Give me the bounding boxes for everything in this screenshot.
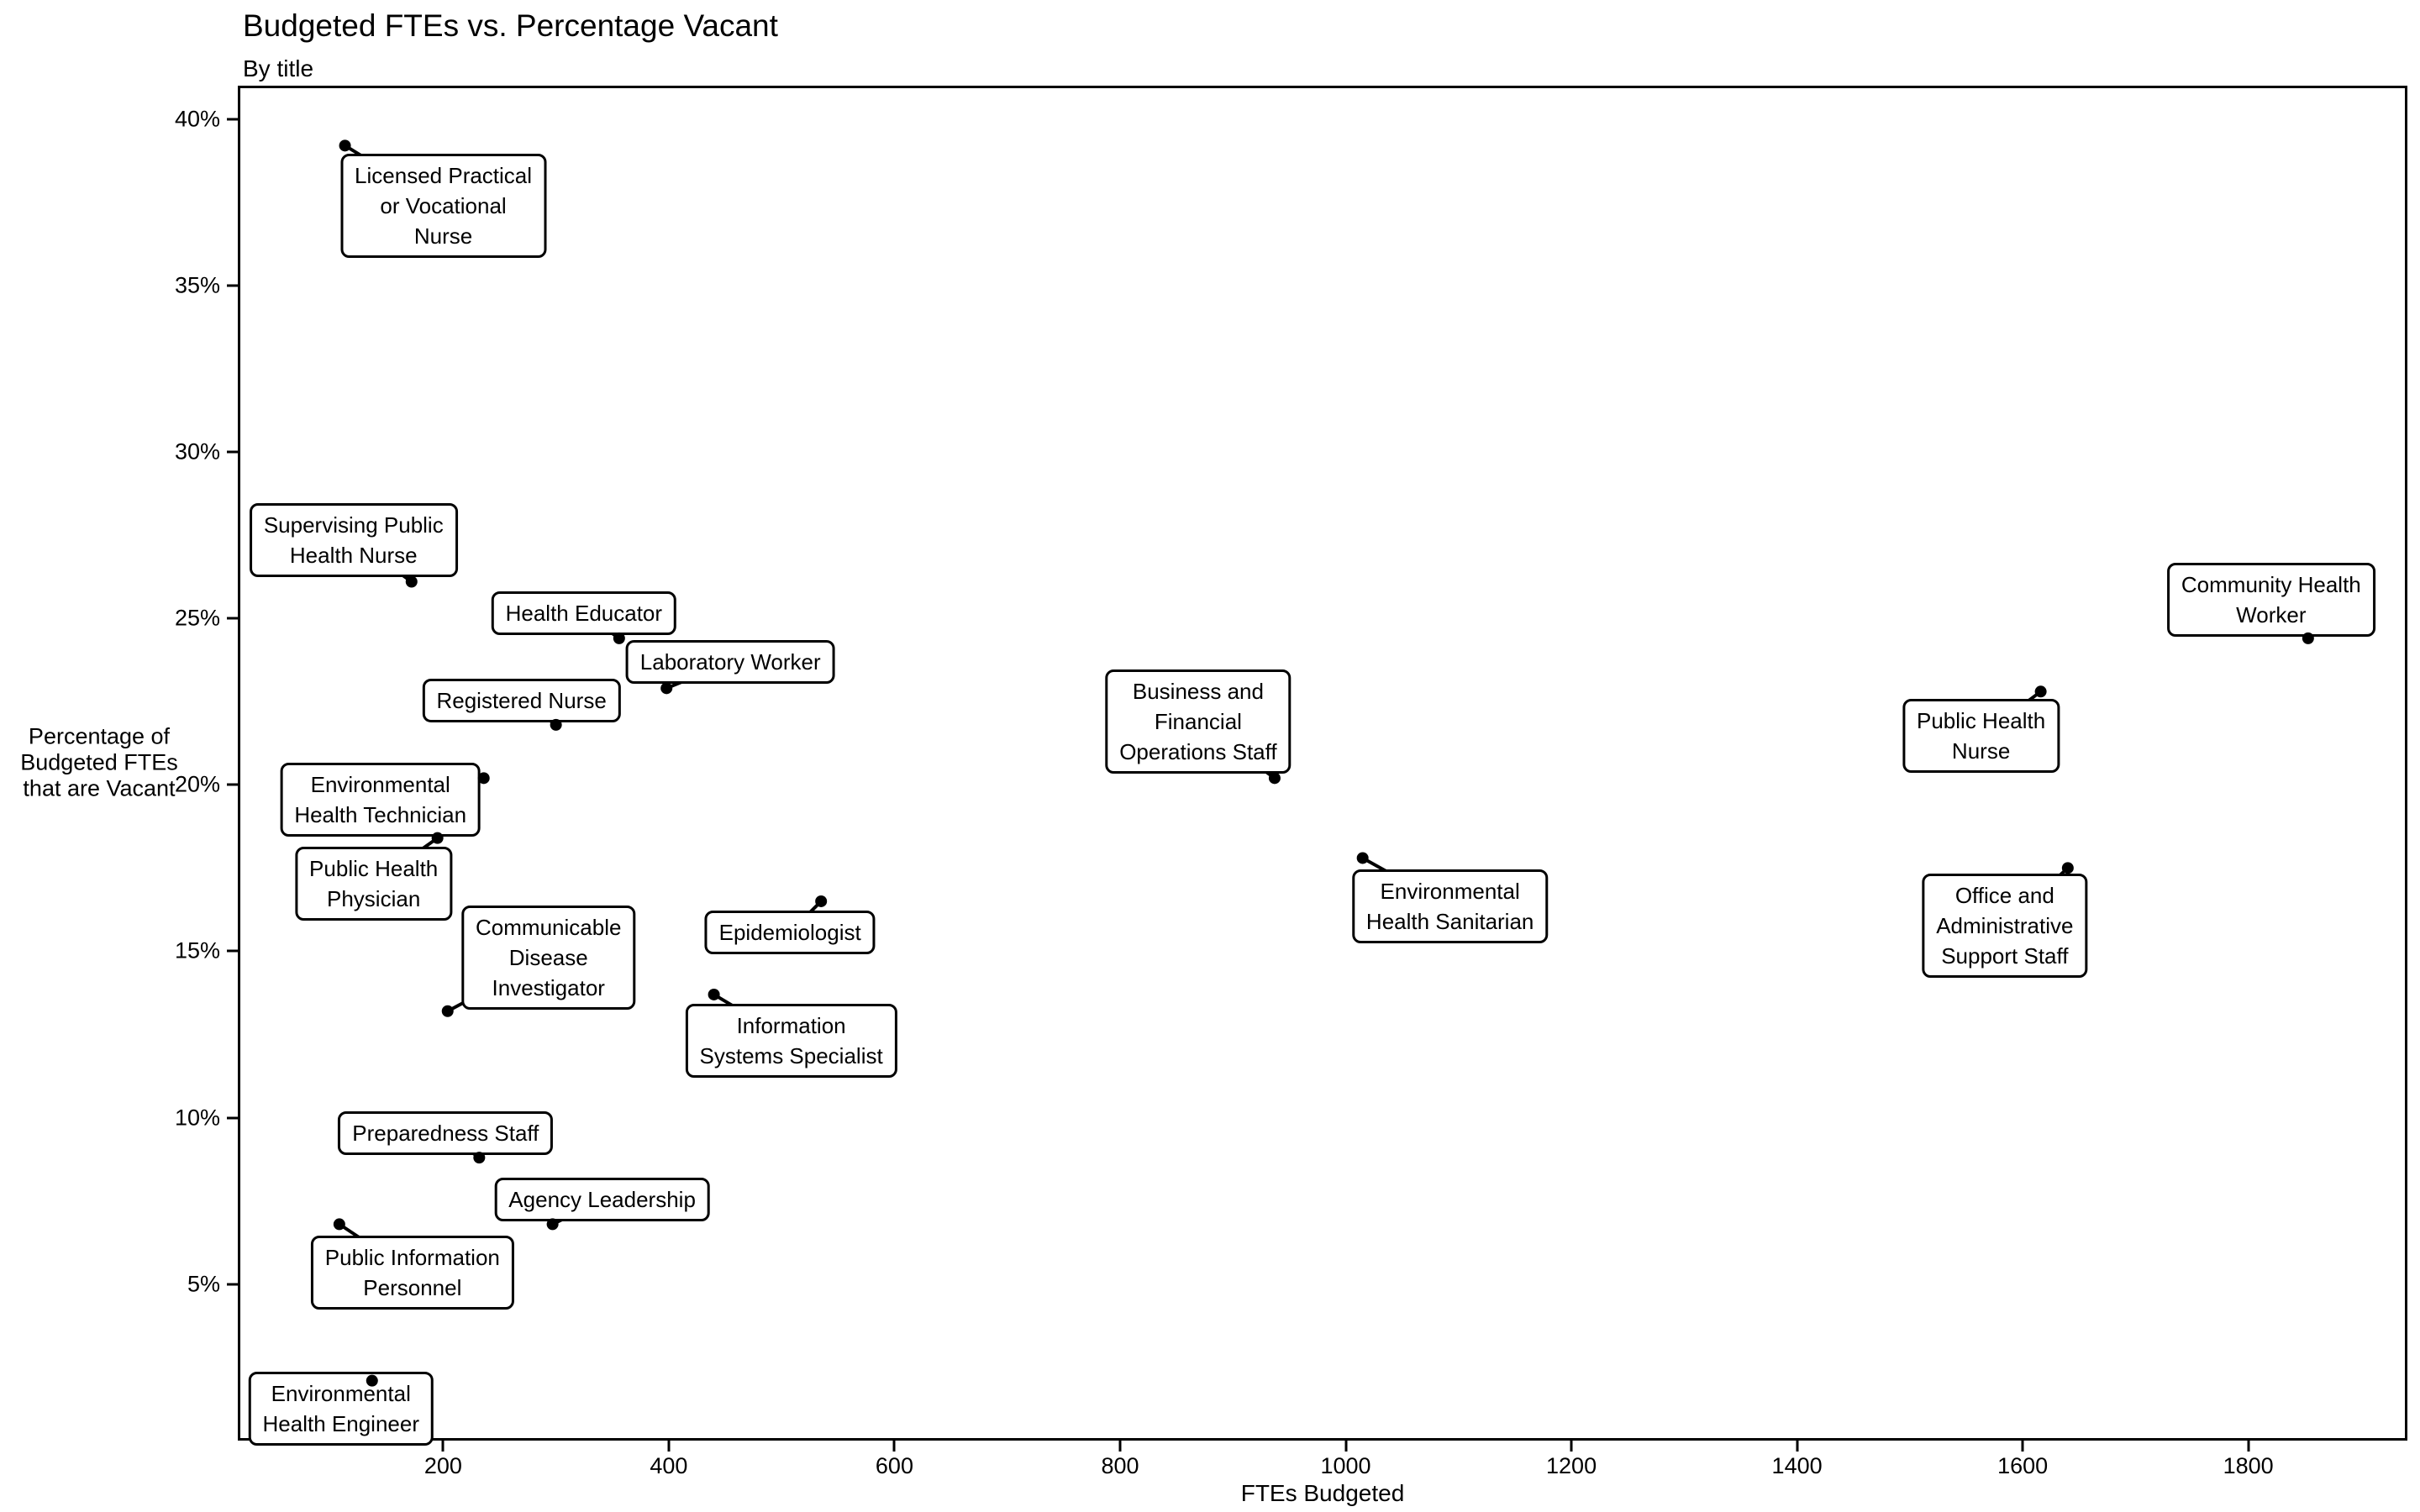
x-tick [1344, 1441, 1348, 1452]
x-tick-label: 1200 [1546, 1453, 1597, 1478]
x-tick [2021, 1441, 2024, 1452]
label-line: Registered Nurse [436, 687, 607, 713]
y-tick [227, 1283, 238, 1286]
x-tick [1570, 1441, 1573, 1452]
y-tick-label: 40% [174, 106, 220, 132]
label-line: Public Health [1917, 708, 2046, 734]
y-tick [227, 284, 238, 287]
label-line: Support Staff [1941, 943, 2069, 969]
x-tick-label: 600 [875, 1453, 913, 1478]
x-tick [2247, 1441, 2250, 1452]
label-line: Personnel [363, 1275, 462, 1301]
y-tick-label: 30% [174, 438, 220, 465]
label-line: Health Sanitarian [1365, 909, 1534, 935]
point-label-licensed-practical-or-vocational-nurse: Licensed Practical or Vocational Nurse [340, 154, 547, 259]
label-line: Information [736, 1012, 846, 1038]
point-label-environmental-health-technician: Environmental Health Technician [280, 763, 481, 837]
x-tick-label: 200 [424, 1453, 462, 1478]
label-line: Environmental [271, 1380, 411, 1406]
label-line: Administrative [1936, 913, 2074, 939]
point-label-supervising-public-health-nurse: Supervising Public Health Nurse [249, 502, 458, 577]
label-line: Nurse [1951, 738, 2011, 764]
y-tick [227, 450, 238, 454]
x-tick [441, 1441, 445, 1452]
label-line: Public Information [324, 1245, 500, 1271]
y-tick-label: 10% [174, 1105, 220, 1131]
y-tick [227, 783, 238, 786]
y-axis-title-line: that are Vacant [23, 775, 176, 801]
point-label-community-health-worker: Community Health Worker [2166, 562, 2375, 637]
label-line: Environmental [310, 772, 450, 798]
label-line: Laboratory Worker [639, 649, 821, 675]
label-line: Investigator [492, 974, 605, 1000]
x-tick [1118, 1441, 1122, 1452]
label-line: Nurse [413, 223, 473, 249]
label-line: Community Health [2181, 571, 2361, 597]
label-line: Licensed Practical [355, 163, 533, 189]
point-label-public-health-nurse: Public Health Nurse [1902, 699, 2060, 774]
x-tick-label: 1600 [1997, 1453, 2049, 1478]
y-tick-label: 35% [174, 272, 220, 298]
point-label-environmental-health-engineer: Environmental Health Engineer [248, 1371, 434, 1446]
label-line: Supervising Public [263, 512, 444, 538]
x-tick-label: 1000 [1320, 1453, 1371, 1478]
label-line: Epidemiologist [718, 919, 861, 945]
point-label-environmental-health-sanitarian: Environmental Health Sanitarian [1351, 869, 1549, 944]
y-tick [227, 118, 238, 121]
label-line: Health Engineer [262, 1410, 419, 1436]
y-tick-label: 25% [174, 605, 220, 631]
x-axis-title: FTEs Budgeted [1240, 1480, 1405, 1506]
label-line: Agency Leadership [508, 1187, 696, 1213]
label-line: Systems Specialist [699, 1042, 883, 1068]
point-label-communicable-disease-investigator: Communicable Disease Investigator [461, 905, 636, 1010]
label-line: Physician [327, 885, 421, 911]
x-tick-label: 1800 [2223, 1453, 2274, 1478]
y-axis-title-line: Percentage of [28, 723, 171, 749]
label-line: Health Technician [294, 802, 467, 828]
label-line: Communicable [476, 914, 622, 940]
x-tick [892, 1441, 896, 1452]
point-label-agency-leadership: Agency Leadership [494, 1178, 710, 1222]
label-line: Business and [1132, 679, 1264, 705]
x-tick [1796, 1441, 1799, 1452]
point-label-preparedness-staff: Preparedness Staff [338, 1111, 554, 1156]
x-tick-label: 1400 [1771, 1453, 1823, 1478]
y-tick [227, 1116, 238, 1120]
label-line: Disease [508, 944, 588, 970]
label-line: Public Health [309, 855, 439, 881]
y-tick [227, 617, 238, 620]
y-tick [227, 949, 238, 953]
point-label-public-information-personnel: Public Information Personnel [310, 1236, 514, 1310]
point-label-laboratory-worker: Laboratory Worker [625, 640, 835, 685]
label-line: or Vocational [380, 193, 507, 219]
label-line: Health Educator [505, 600, 663, 626]
x-tick-label: 800 [1101, 1453, 1139, 1478]
label-line: Health Nurse [289, 542, 418, 568]
label-line: Environmental [1380, 879, 1520, 905]
label-line: Preparedness Staff [352, 1121, 539, 1147]
y-tick-label: 5% [187, 1271, 220, 1297]
point-label-information-systems-specialist: Information Systems Specialist [685, 1003, 897, 1078]
label-line: Operations Staff [1119, 739, 1277, 765]
x-tick-label: 400 [650, 1453, 688, 1478]
label-line: Worker [2236, 601, 2307, 627]
y-tick-label: 15% [174, 937, 220, 963]
point-label-business-and-financial-operations-staff: Business and Financial Operations Staff [1105, 669, 1292, 774]
label-line: Financial [1154, 709, 1242, 735]
y-axis-title-line: Budgeted FTEs [20, 749, 178, 775]
y-axis-title: Percentage of Budgeted FTEs that are Vac… [20, 724, 178, 802]
point-label-office-and-administrative-support-staff: Office and Administrative Support Staff [1922, 874, 2088, 979]
chart-title: Budgeted FTEs vs. Percentage Vacant [243, 8, 778, 43]
y-tick-label: 20% [174, 771, 220, 797]
point-label-public-health-physician: Public Health Physician [295, 846, 453, 921]
label-line: Office and [1954, 883, 2054, 909]
point-label-registered-nurse: Registered Nurse [422, 678, 621, 722]
point-label-epidemiologist: Epidemiologist [704, 910, 876, 954]
point-label-health-educator: Health Educator [491, 591, 677, 635]
x-tick [667, 1441, 671, 1452]
chart-subtitle: By title [243, 55, 314, 81]
